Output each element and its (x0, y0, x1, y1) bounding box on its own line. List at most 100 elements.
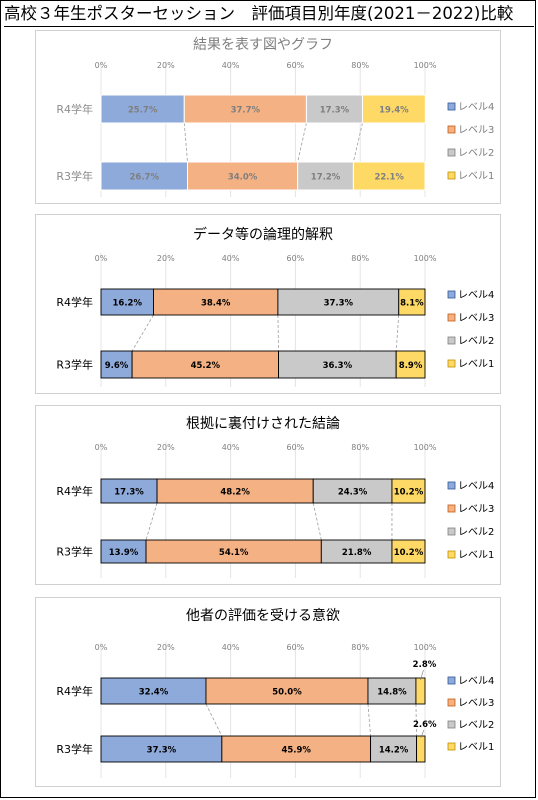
x-tick-label: 40% (222, 61, 240, 70)
data-label: 25.7% (128, 106, 158, 116)
x-tick-label: 20% (157, 443, 175, 452)
data-label: 8.9% (399, 361, 423, 371)
chart-title: 結果を表す図やグラフ (193, 37, 333, 53)
legend-swatch (447, 481, 456, 490)
bar-segment-レベル3 (153, 288, 279, 316)
x-tick-label: 60% (287, 61, 305, 70)
bar-segment-レベル2 (312, 478, 393, 504)
data-label: 22.1% (374, 173, 404, 183)
data-label-leader (420, 729, 425, 739)
x-tick-label: 100% (414, 643, 437, 652)
bar-segment-レベル3 (205, 677, 369, 705)
data-label: 2.8% (413, 660, 437, 670)
x-tick-label: 20% (157, 643, 175, 652)
x-tick-label: 60% (287, 643, 305, 652)
legend-label: レベル2 (458, 335, 494, 347)
data-label: 24.3% (338, 488, 368, 498)
data-label: 10.2% (394, 548, 424, 558)
bar-segment-レベル1 (395, 350, 426, 379)
data-label: 48.2% (220, 488, 250, 498)
legend-swatch (447, 676, 456, 685)
data-label-leader (420, 669, 424, 681)
data-label: 14.8% (377, 688, 407, 698)
chart-title: 根拠に裏付けされた結論 (186, 415, 340, 432)
x-tick-label: 100% (414, 61, 437, 70)
chart-panel-2: データ等の論理的解釈 0% 20% 40% 60% 80% 100% R4学年 R3学年 16.2… (35, 214, 501, 394)
data-label: 13.9% (109, 548, 139, 558)
series-connector (353, 122, 363, 163)
data-label: 45.2% (191, 361, 221, 371)
bar-segment-レベル3 (131, 350, 280, 379)
chart-title: 他者の評価を受ける意欲 (186, 607, 340, 624)
data-label: 37.3% (324, 299, 354, 309)
bar-segment-レベル1 (415, 677, 426, 705)
legend-swatch (447, 527, 456, 536)
data-label: 45.9% (281, 746, 311, 756)
bar-segment-レベル3 (221, 735, 372, 763)
series-connector (183, 122, 188, 163)
legend-label: レベル3 (458, 503, 494, 515)
x-tick-label: 100% (414, 443, 437, 452)
bar-segment-レベル1 (352, 161, 426, 191)
bar-segment-レベル1 (391, 478, 426, 504)
category-label: R3学年 (56, 169, 93, 183)
bar-segment-レベル2 (305, 94, 363, 124)
legend-swatch (447, 720, 456, 729)
series-connector (312, 502, 322, 541)
x-tick-label: 40% (222, 443, 240, 452)
data-label: 10.2% (394, 488, 424, 498)
legend-swatch (447, 148, 456, 157)
legend-label: レベル1 (458, 549, 494, 561)
legend-label: レベル1 (458, 358, 494, 370)
data-label: 19.4% (379, 106, 409, 116)
legend-swatch (447, 336, 456, 345)
legend-label: レベル4 (458, 480, 494, 492)
bar-segment-レベル4 (100, 161, 189, 191)
bar-segment-レベル4 (100, 735, 223, 763)
category-label: R3学年 (56, 545, 93, 559)
data-label: 8.1% (400, 299, 424, 309)
bar-segment-レベル4 (100, 478, 158, 504)
legend-swatch (447, 102, 456, 111)
page-title: 高校３年生ポスターセッション 評価項目別年度(2021－2022)比較 (4, 2, 534, 27)
category-label: R4学年 (56, 102, 93, 116)
chart-title: データ等の論理的解釈 (193, 226, 333, 243)
legend-label: レベル1 (458, 170, 494, 182)
bar-segment-レベル1 (416, 735, 426, 763)
category-label: R4学年 (56, 684, 93, 698)
legend-swatch (447, 290, 456, 299)
data-label: 26.7% (130, 173, 160, 183)
bar-segment-レベル2 (297, 161, 354, 191)
bar-segment-レベル4 (100, 94, 185, 124)
legend-label: レベル2 (458, 719, 494, 731)
series-connector (415, 703, 417, 737)
data-label: 37.7% (231, 106, 261, 116)
data-label: 32.4% (139, 688, 169, 698)
bar-segment-レベル2 (278, 350, 397, 379)
x-tick-label: 80% (351, 254, 369, 263)
data-label: 17.2% (311, 173, 341, 183)
series-connector (205, 703, 223, 737)
x-tick-label: 0% (95, 443, 108, 452)
data-label: 34.0% (228, 173, 258, 183)
category-label: R3学年 (56, 358, 93, 372)
legend-swatch (447, 550, 456, 559)
legend-label: レベル3 (458, 312, 494, 324)
bar-segment-レベル1 (391, 539, 426, 564)
x-tick-label: 80% (351, 443, 369, 452)
legend-swatch (447, 359, 456, 368)
legend-swatch (447, 125, 456, 134)
chart-panel-1: 結果を表す図やグラフ 0% 20% 40% 60% 80% 100% R4学年 R3学年 25.7… (35, 30, 501, 204)
data-label: 2.6% (413, 720, 437, 730)
legend-label: レベル4 (458, 101, 494, 113)
data-label: 54.1% (219, 548, 249, 558)
x-tick-label: 80% (351, 643, 369, 652)
x-tick-label: 0% (95, 61, 108, 70)
legend-label: レベル3 (458, 124, 494, 136)
bar-segment-レベル1 (398, 288, 426, 316)
legend-swatch (447, 171, 456, 180)
category-label: R4学年 (56, 295, 93, 309)
legend-label: レベル1 (458, 741, 494, 753)
series-connector (297, 122, 307, 163)
